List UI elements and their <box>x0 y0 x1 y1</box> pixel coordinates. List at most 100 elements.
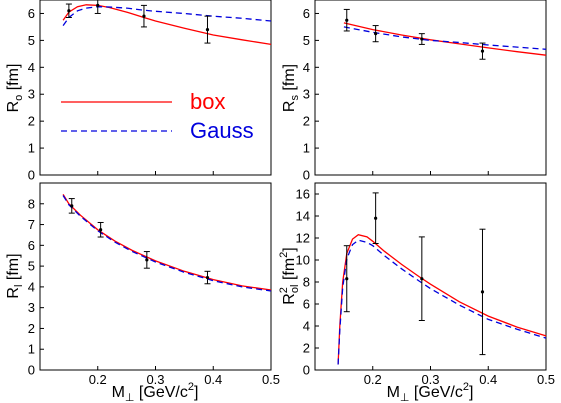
series-box-Ro <box>62 4 272 46</box>
ytick-label-Rl-2: 2 <box>28 321 35 336</box>
ylabel-Ro-unit: [fm] <box>5 64 22 95</box>
marker-Rs-1 <box>374 32 378 36</box>
panel-frame-Ro <box>39 0 272 176</box>
ylabel-Rs-unit: [fm] <box>281 64 298 95</box>
ytick-label-Ro-0: 0 <box>28 168 35 183</box>
xtick-label-Rol2-0: 0.2 <box>364 372 382 387</box>
data-point-Rs-1 <box>372 25 379 43</box>
xlabel-left-sub: ⊥ <box>125 392 135 403</box>
ylabel-Rol2-unit-sup: 2 <box>278 252 290 258</box>
ytick-label-Rl-6: 6 <box>28 238 35 253</box>
panel-frame-Rs <box>314 0 547 176</box>
series-gauss-Rs <box>343 26 547 50</box>
marker-Rs-2 <box>420 37 424 41</box>
xtick-label-Rl-2: 0.4 <box>204 372 222 387</box>
series-box-Rs <box>343 22 547 56</box>
data-point-Rol2-2 <box>418 236 425 321</box>
ylabel-Rs-main: R <box>281 101 298 113</box>
data-point-Rl-1 <box>97 221 104 238</box>
xlabel-left-unit-sup: 2 <box>188 381 194 393</box>
ylabel-Rol2: R2ol [fm2] <box>278 247 301 305</box>
marker-Rs-0 <box>345 18 349 22</box>
series-gauss-Rol2 <box>337 239 547 365</box>
xlabel-right-unit-open: [GeV/c <box>409 384 462 401</box>
data-point-Ro-3 <box>204 15 211 44</box>
data-point-Rs-2 <box>418 33 425 45</box>
plot-layer-Rl: 0 1 2 3 4 5 6 7 8 0.2 0.3 0.4 0.5 <box>28 194 280 387</box>
marker-Ro-0 <box>67 9 71 13</box>
data-point-Rol2-1 <box>372 192 379 244</box>
series-gauss-Ro <box>62 6 272 26</box>
ylabel-Rl: Rl [fm] <box>5 253 25 298</box>
ytick-label-Rs-1: 1 <box>303 141 310 156</box>
ytick-label-Rol2-0: 0 <box>303 363 310 378</box>
ylabel-Rol2-main: R <box>281 293 298 305</box>
ytick-label-Ro-5: 5 <box>28 33 35 48</box>
xlabel-right: M⊥ [GeV/c2] <box>387 381 474 403</box>
ytick-label-Ro-1: 1 <box>28 141 35 156</box>
ytick-label-Rs-2: 2 <box>303 114 310 129</box>
data-point-Rol2-0 <box>343 245 350 313</box>
ytick-label-Rol2-6: 12 <box>296 231 310 246</box>
ytick-label-Rl-5: 5 <box>28 259 35 274</box>
ytick-label-Rs-5: 5 <box>303 33 310 48</box>
panel-frame-Rol2 <box>314 182 547 371</box>
series-box-Rl <box>62 194 272 291</box>
xlabel-left-unit-open: [GeV/c <box>134 384 187 401</box>
ytick-label-Rol2-3: 6 <box>303 297 310 312</box>
ytick-label-Rol2-7: 14 <box>296 209 310 224</box>
marker-Rl-1 <box>99 228 103 232</box>
ylabel-Rol2-unit-close: ] <box>281 247 298 251</box>
panel-frame-Rl <box>39 182 272 371</box>
legend-gauss-label: Gauss <box>190 118 254 143</box>
marker-Rol2-0 <box>345 277 349 281</box>
legend: box Gauss <box>61 89 254 143</box>
marker-Rol2-2 <box>420 277 424 281</box>
marker-Rs-3 <box>480 49 485 53</box>
ylabel-Rol2-sub: ol <box>289 285 301 294</box>
marker-Rl-2 <box>145 258 149 262</box>
xlabel-left-main: M <box>112 384 125 401</box>
ytick-label-Rl-3: 3 <box>28 300 35 315</box>
xlabel-right-unit-sup: 2 <box>463 381 469 393</box>
ytick-label-Rol2-4: 8 <box>303 275 310 290</box>
legend-box-label: box <box>190 89 225 114</box>
ylabel-Ro: Ro [fm] <box>5 64 25 113</box>
ylabel-Ro-main: R <box>5 101 22 113</box>
xtick-label-Rl-0: 0.2 <box>89 372 107 387</box>
xtick-label-Rol2-1: 0.3 <box>421 372 439 387</box>
ytick-label-Rs-4: 4 <box>303 60 310 75</box>
xlabel-right-main: M <box>387 384 400 401</box>
marker-Ro-3 <box>205 28 210 32</box>
marker-Rol2-1 <box>374 216 378 220</box>
data-point-Rs-0 <box>343 8 350 32</box>
marker-Rl-0 <box>70 204 74 208</box>
ytick-label-Rs-3: 3 <box>303 87 310 102</box>
ytick-label-Rol2-8: 16 <box>296 187 310 202</box>
marker-Ro-2 <box>142 14 146 18</box>
data-point-Ro-0 <box>65 3 72 18</box>
ylabel-Rl-main: R <box>5 287 22 299</box>
plot-layer-Rol2: 0 2 4 6 8 10 12 14 16 0.2 0.3 0.4 0.5 <box>296 187 556 388</box>
data-point-Ro-2 <box>140 4 147 28</box>
ytick-label-Rol2-2: 4 <box>303 319 310 334</box>
marker-Rol2-3 <box>480 290 485 294</box>
ytick-label-Ro-6: 6 <box>28 6 35 21</box>
ytick-label-Rl-0: 0 <box>28 363 35 378</box>
ylabel-Rs: Rs [fm] <box>281 64 301 112</box>
ytick-label-Rol2-5: 10 <box>296 253 310 268</box>
ytick-label-Rol2-1: 2 <box>303 341 310 356</box>
xlabel-left-unit-close: ] <box>194 384 198 401</box>
ytick-label-Rl-4: 4 <box>28 279 35 294</box>
xlabel-left: M⊥ [GeV/c2] <box>112 381 199 403</box>
ylabel-Rl-unit: [fm] <box>5 253 22 284</box>
ytick-label-Rl-7: 7 <box>28 217 35 232</box>
data-point-Rol2-3 <box>479 228 486 356</box>
data-point-Ro-1 <box>94 0 101 14</box>
ytick-label-Ro-3: 3 <box>28 87 35 102</box>
xlabel-right-sub: ⊥ <box>400 392 410 403</box>
ylabel-Ro-sub: o <box>13 95 25 101</box>
ytick-label-Ro-4: 4 <box>28 60 35 75</box>
xtick-label-Rl-3: 0.5 <box>262 372 280 387</box>
